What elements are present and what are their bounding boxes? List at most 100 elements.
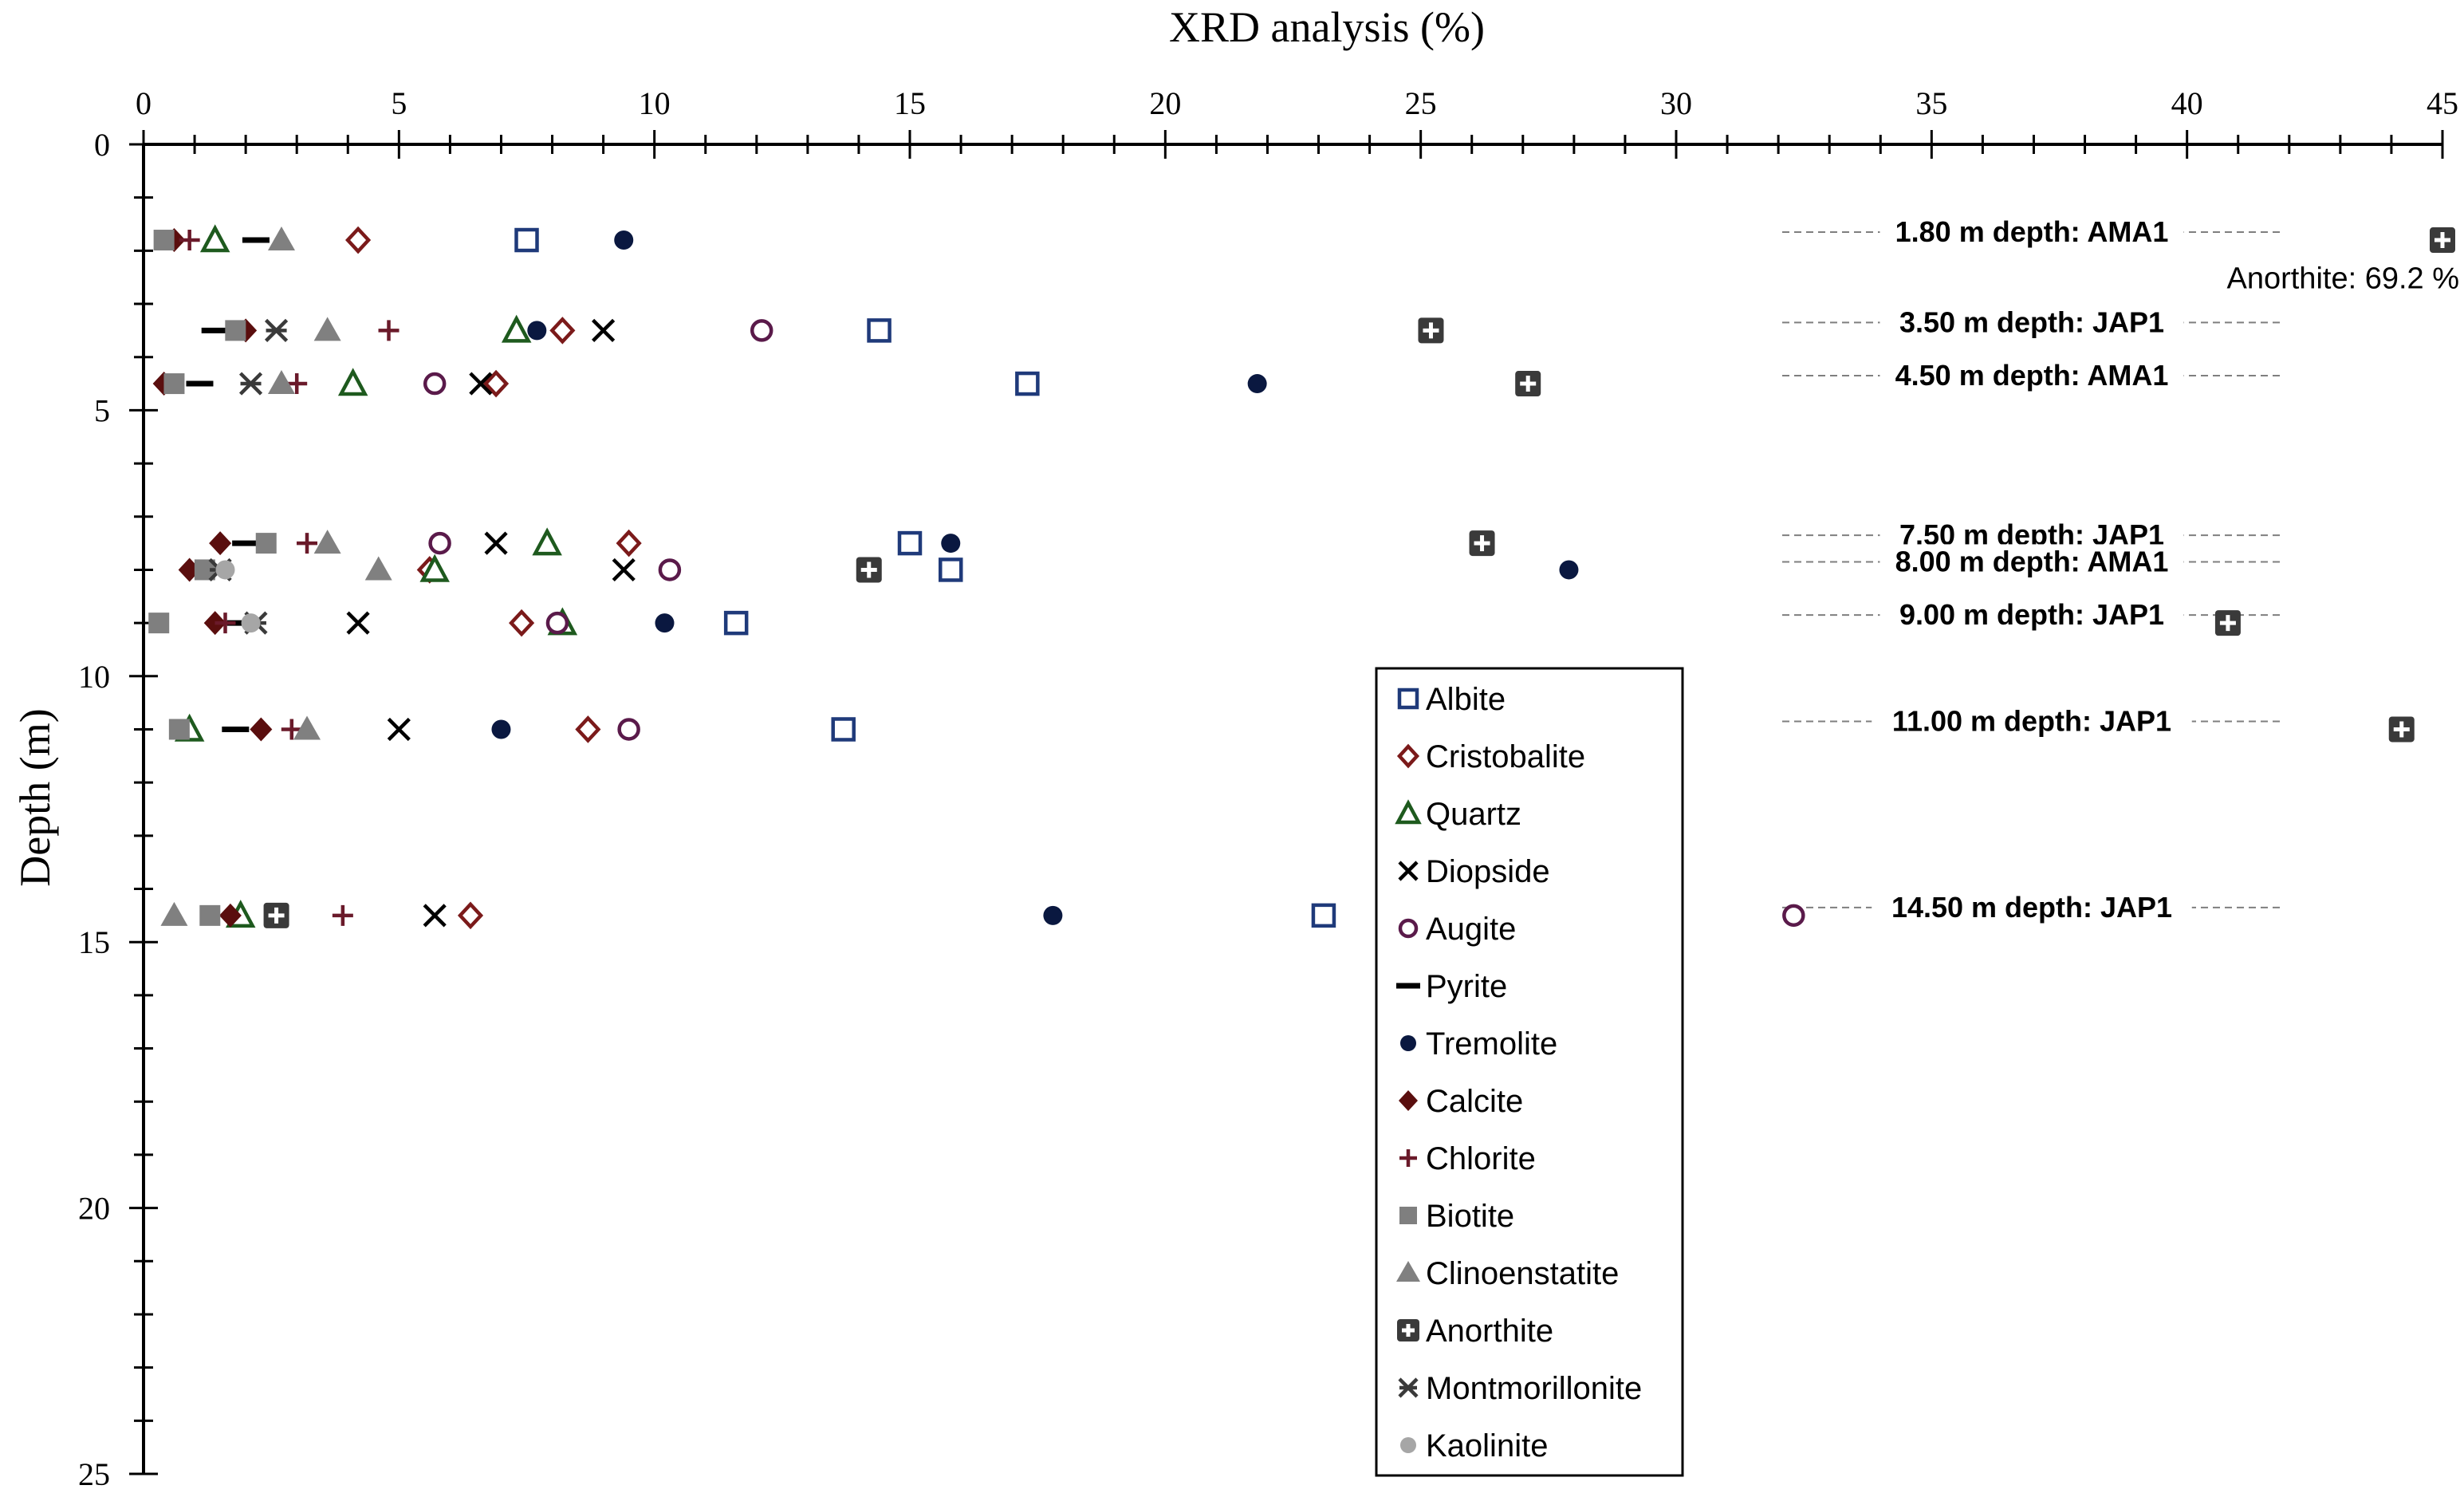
point-clinoenstatite: [268, 227, 295, 250]
point-diopside: [424, 905, 445, 926]
point-cristobalite: [552, 319, 573, 341]
point-clinoenstatite: [160, 902, 187, 926]
chart-title: XRD analysis (%): [1169, 3, 1485, 51]
point-chlorite: [333, 905, 353, 926]
point-montmorillonite: [266, 320, 287, 341]
x-tick-label: 5: [391, 85, 407, 121]
point-anorthite: [2430, 227, 2455, 253]
x-tick-label: 15: [894, 85, 926, 121]
point-albite: [940, 559, 961, 580]
depth-annotation: 4.50 m depth: AMA1: [1895, 359, 2169, 392]
point-calcite: [209, 531, 231, 555]
point-albite: [726, 613, 746, 633]
legend-marker: [1400, 1437, 1416, 1453]
point-kaolinite: [242, 613, 261, 632]
point-tremolite: [1559, 560, 1578, 579]
legend-item-montmorillonite: Montmorillonite: [1399, 1371, 1642, 1406]
y-axis-label: Depth (m): [11, 708, 59, 886]
x-tick-label: 30: [1660, 85, 1692, 121]
point-clinoenstatite: [314, 317, 341, 341]
x-tick-label: 40: [2171, 85, 2203, 121]
legend-label: Augite: [1426, 912, 1516, 947]
depth-annotation: 9.00 m depth: JAP1: [1899, 598, 2164, 631]
point-anorthite: [856, 557, 882, 582]
point-anorthite: [1515, 371, 1541, 396]
point-anorthite: [2215, 610, 2241, 636]
point-cristobalite: [348, 229, 368, 251]
depth-annotation: 8.00 m depth: AMA1: [1895, 545, 2169, 577]
point-augite: [431, 534, 450, 553]
depth-annotation: 14.50 m depth: JAP1: [1891, 891, 2172, 924]
point-chlorite: [179, 230, 200, 250]
legend-label: Cristobalite: [1426, 739, 1585, 774]
legend-label: Kaolinite: [1426, 1428, 1548, 1464]
legend-label: Tremolite: [1426, 1026, 1557, 1062]
point-anorthite: [1418, 317, 1443, 343]
point-tremolite: [527, 321, 546, 340]
legend-label: Anorthite: [1426, 1314, 1553, 1349]
point-albite: [517, 230, 537, 250]
point-diopside: [348, 613, 368, 633]
point-diopside: [388, 719, 409, 739]
point-tremolite: [1043, 906, 1062, 925]
anorthite-note: Anorthite: 69.2 %: [2226, 262, 2459, 296]
legend-label: Albite: [1426, 682, 1506, 717]
point-augite: [660, 560, 679, 579]
point-cristobalite: [460, 904, 481, 927]
point-albite: [833, 719, 854, 739]
y-tick-label: 15: [78, 924, 110, 960]
x-tick-label: 10: [639, 85, 671, 121]
point-tremolite: [1248, 374, 1267, 393]
point-diopside: [486, 533, 506, 554]
point-augite: [548, 613, 567, 632]
point-quartz: [341, 372, 365, 394]
point-albite: [899, 533, 920, 554]
legend-label: Chlorite: [1426, 1141, 1536, 1176]
point-calcite: [250, 717, 272, 741]
point-diopside: [613, 559, 634, 580]
y-tick-label: 0: [94, 127, 110, 163]
point-diopside: [593, 320, 614, 341]
series-pyrite: [186, 240, 269, 729]
series-montmorillonite: [210, 320, 286, 633]
x-tick-label: 35: [1915, 85, 1947, 121]
x-tick-label: 20: [1149, 85, 1181, 121]
y-tick-label: 5: [94, 392, 110, 428]
legend-item-clinoenstatite: Clinoenstatite: [1396, 1256, 1619, 1291]
y-tick-label: 10: [78, 659, 110, 695]
x-tick-label: 25: [1405, 85, 1437, 121]
legend-item-cristobalite: Cristobalite: [1399, 739, 1585, 774]
legend-marker: [1397, 1319, 1419, 1341]
point-anorthite: [264, 903, 289, 928]
depth-annotation: 1.80 m depth: AMA1: [1895, 215, 2169, 248]
legend-label: Calcite: [1426, 1084, 1523, 1119]
legend-label: Montmorillonite: [1426, 1371, 1642, 1406]
point-biotite: [154, 230, 175, 250]
legend-label: Pyrite: [1426, 969, 1507, 1004]
legend-label: Biotite: [1426, 1199, 1514, 1234]
point-montmorillonite: [241, 373, 262, 394]
series-cristobalite: [348, 229, 640, 927]
point-chlorite: [379, 320, 400, 341]
legend-marker: [1400, 920, 1416, 936]
point-augite: [425, 374, 444, 393]
point-augite: [620, 719, 639, 739]
point-biotite: [163, 373, 184, 394]
point-anorthite: [1470, 530, 1495, 556]
axes: 0 5 10 15 20 25 30 35 40 45 0 5 10 15 20 25: [78, 85, 2458, 1492]
legend-label: Clinoenstatite: [1426, 1256, 1619, 1291]
x-tick-label: 45: [2427, 85, 2458, 121]
point-cristobalite: [577, 718, 598, 740]
depth-annotation: 3.50 m depth: JAP1: [1899, 305, 2164, 338]
y-tick-label: 25: [78, 1456, 110, 1492]
point-quartz: [505, 318, 529, 341]
xrd-depth-chart: XRD analysis (%) Depth (m) 0 5 10 15 20 25 30 3…: [0, 0, 2464, 1501]
point-augite: [752, 321, 771, 340]
point-anorthite: [2389, 716, 2415, 742]
point-biotite: [199, 905, 220, 926]
point-biotite: [256, 533, 277, 554]
depth-annotation: 11.00 m depth: JAP1: [1892, 704, 2171, 737]
point-albite: [1313, 905, 1334, 926]
depth-annotations: 1.80 m depth: AMA1 3.50 m depth: JAP1 4.50…: [1782, 215, 2459, 924]
legend-label: Diopside: [1426, 854, 1550, 889]
